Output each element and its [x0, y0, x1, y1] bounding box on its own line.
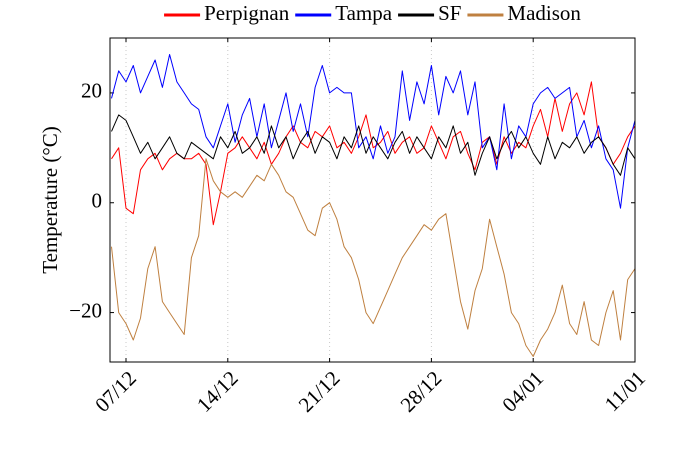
data-line — [111, 158, 636, 357]
y-tick-label: −20 — [69, 298, 102, 322]
x-tick-label: 07/12 — [90, 366, 141, 417]
plot-frame — [109, 37, 636, 363]
data-line — [111, 81, 636, 226]
y-axis-label: Temperature (°C) — [38, 126, 62, 273]
legend-label: Perpignan — [204, 1, 290, 25]
data-line — [111, 54, 636, 209]
x-tick-label: 21/12 — [294, 366, 345, 417]
legend-label: SF — [438, 1, 461, 25]
data-line — [111, 114, 636, 176]
y-tick-label: 0 — [92, 189, 103, 213]
legend: Perpignan Tampa SF Madison — [164, 1, 581, 25]
x-tick-label: 04/01 — [497, 366, 548, 417]
y-tick-label: 20 — [81, 79, 102, 103]
x-tick-label: 11/01 — [600, 366, 650, 416]
x-tick-label: 14/12 — [192, 366, 243, 417]
legend-label: Madison — [507, 1, 581, 25]
x-tick-label: 28/12 — [396, 366, 447, 417]
legend-label: Tampa — [335, 1, 393, 25]
